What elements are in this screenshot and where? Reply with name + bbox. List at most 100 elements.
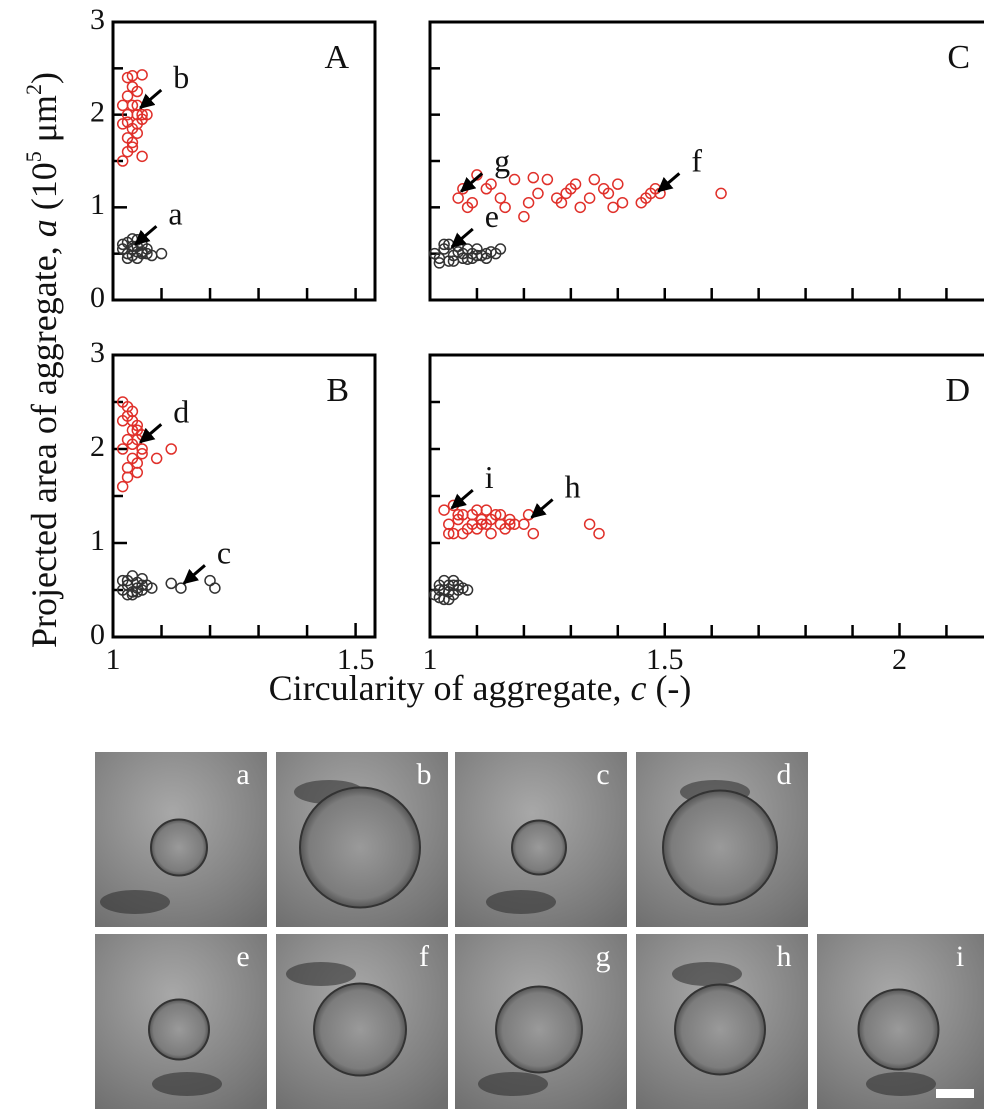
point xyxy=(480,504,493,516)
point xyxy=(438,584,450,596)
point xyxy=(602,187,615,200)
point xyxy=(116,118,129,130)
point xyxy=(471,523,483,535)
annotation-arrow xyxy=(450,227,474,249)
point xyxy=(494,509,507,521)
point xyxy=(457,527,469,540)
point xyxy=(141,108,153,121)
point xyxy=(569,178,582,190)
y-axis-label: Projected area of aggregate, a (105 μm2) xyxy=(21,72,64,648)
micrograph-label: e xyxy=(236,940,249,973)
point xyxy=(522,196,535,209)
point xyxy=(116,238,129,251)
micrograph-label: f xyxy=(419,940,429,973)
point xyxy=(121,90,134,102)
micrograph-label: b xyxy=(417,758,432,791)
point xyxy=(136,108,148,121)
point xyxy=(583,518,596,530)
point xyxy=(715,187,727,200)
point xyxy=(518,210,530,223)
point xyxy=(141,247,153,260)
x-tick-label: 1 xyxy=(423,643,438,676)
point xyxy=(532,187,544,200)
micrograph-shadow xyxy=(486,890,556,914)
micrograph-label: c xyxy=(596,758,609,791)
panel-label: C xyxy=(947,39,970,76)
point xyxy=(126,405,139,418)
panel: 1 1.5 2 Di h xyxy=(423,353,984,676)
point xyxy=(136,443,148,455)
x-tick-label: 1.5 xyxy=(337,643,375,676)
y-tick-label: 2 xyxy=(90,430,105,463)
micrograph: i xyxy=(817,934,984,1109)
point xyxy=(126,141,139,153)
annotation-label: i xyxy=(485,459,494,495)
micrograph-shadow xyxy=(672,962,742,986)
point xyxy=(438,238,450,251)
y-tick-label: 1 xyxy=(90,188,105,221)
point xyxy=(165,577,177,590)
frame xyxy=(428,353,984,639)
point xyxy=(616,196,629,209)
point xyxy=(485,178,497,190)
annotation-arrow xyxy=(530,498,554,519)
micrograph-shadow xyxy=(286,962,356,986)
point xyxy=(165,443,177,455)
point xyxy=(121,462,134,474)
point xyxy=(175,582,187,594)
point xyxy=(508,173,521,186)
point xyxy=(121,471,134,483)
annotation-arrow xyxy=(134,225,158,246)
point xyxy=(480,252,493,265)
aggregate xyxy=(150,818,208,877)
annotation-arrow xyxy=(657,172,681,193)
point xyxy=(204,574,216,587)
micrograph-label: i xyxy=(956,940,964,973)
point xyxy=(574,201,586,214)
point xyxy=(443,255,455,267)
micrograph: h xyxy=(636,934,808,1109)
point xyxy=(438,504,450,516)
micrograph: g xyxy=(455,934,627,1109)
point xyxy=(443,518,455,530)
point xyxy=(527,171,540,184)
micrograph: f xyxy=(276,934,448,1109)
point xyxy=(583,192,596,204)
micrograph: b xyxy=(276,752,448,927)
micrograph: d xyxy=(636,752,808,927)
y-tick-label: 3 xyxy=(90,3,105,36)
point xyxy=(447,579,460,592)
y-tick-label: 1 xyxy=(90,524,105,557)
annotation-label: h xyxy=(565,469,581,505)
micrograph-label: g xyxy=(596,940,611,973)
annotation-arrow xyxy=(139,88,163,110)
point xyxy=(136,579,148,592)
point xyxy=(443,593,455,606)
point xyxy=(494,243,507,255)
point xyxy=(131,457,144,469)
point xyxy=(136,150,148,163)
aggregate xyxy=(662,789,778,906)
point xyxy=(126,424,139,436)
point xyxy=(499,201,511,214)
point xyxy=(131,466,144,479)
point xyxy=(116,480,129,493)
annotation-label: e xyxy=(485,198,499,234)
aggregate xyxy=(511,819,567,876)
point xyxy=(150,452,163,465)
micrograph-shadow xyxy=(478,1072,548,1096)
micrograph-label: d xyxy=(777,758,792,791)
micrograph-label: a xyxy=(236,758,249,791)
point xyxy=(555,196,568,209)
point xyxy=(461,201,474,214)
aggregate xyxy=(857,988,940,1071)
panel-label: B xyxy=(326,372,349,409)
point xyxy=(461,584,474,596)
point xyxy=(466,509,479,521)
aggregate xyxy=(299,786,421,909)
point xyxy=(607,201,619,214)
point xyxy=(136,69,148,81)
point xyxy=(541,173,554,186)
point xyxy=(121,252,134,265)
